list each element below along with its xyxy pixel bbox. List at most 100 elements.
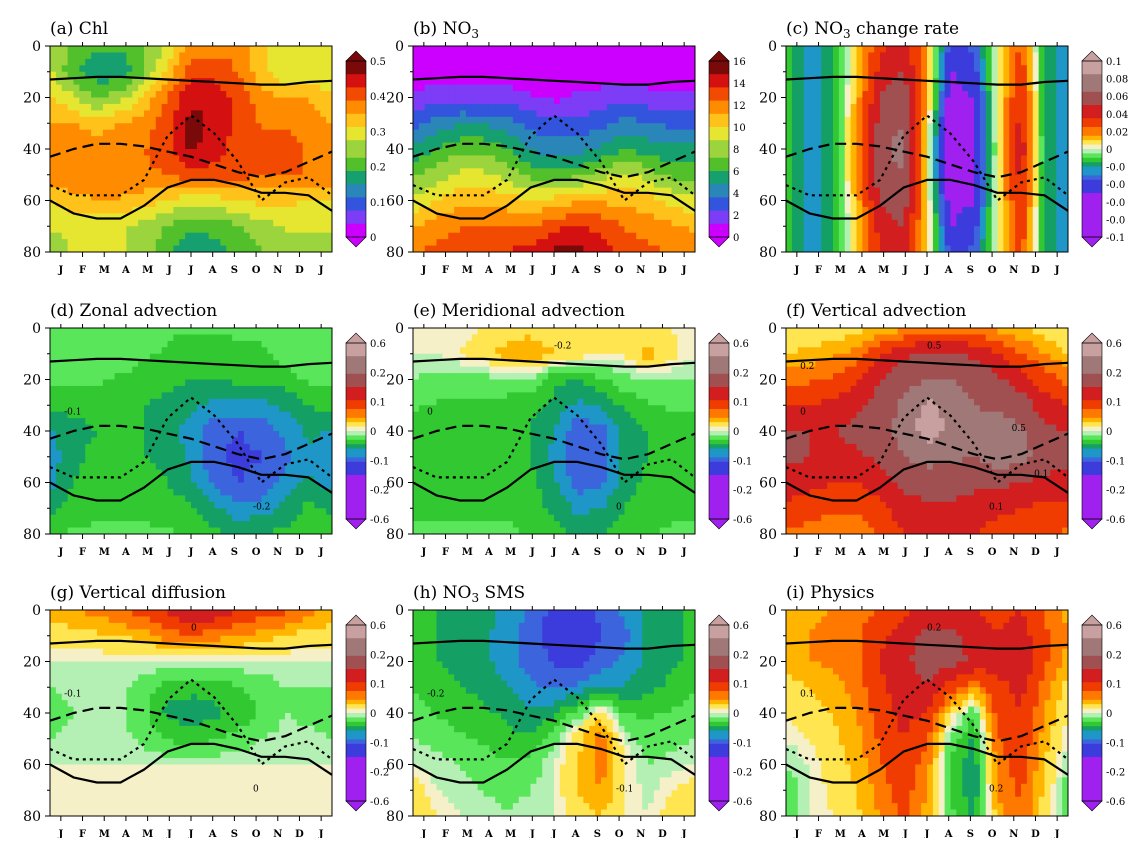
- heatmap-cell: [862, 149, 868, 156]
- heatmap-cell: [203, 85, 209, 92]
- heatmap-cell: [62, 328, 68, 335]
- heatmap-cell: [654, 104, 660, 111]
- heatmap-cell: [1009, 52, 1015, 59]
- heatmap-cell: [501, 149, 507, 156]
- heatmap-cell: [857, 78, 863, 85]
- heatmap-cell: [215, 213, 221, 220]
- x-tick-label: D: [658, 265, 667, 276]
- heatmap-cell: [839, 91, 845, 98]
- heatmap-cell: [279, 207, 285, 214]
- heatmap-cell: [909, 98, 915, 105]
- heatmap-cell: [1021, 98, 1027, 105]
- heatmap-cell: [56, 194, 62, 201]
- heatmap-cell: [998, 155, 1004, 162]
- heatmap-cell: [244, 123, 250, 130]
- heatmap-cell: [226, 85, 232, 92]
- colorbar-tick-label: 0: [733, 233, 739, 244]
- heatmap-cell: [827, 201, 833, 208]
- heatmap-cell: [454, 46, 460, 53]
- heatmap-cell: [150, 46, 156, 53]
- heatmap-cell: [892, 46, 898, 53]
- heatmap-cell: [291, 239, 297, 246]
- heatmap-cell: [419, 91, 425, 98]
- heatmap-cell: [980, 162, 986, 169]
- heatmap-cell: [103, 220, 109, 227]
- heatmap-cell: [115, 220, 121, 227]
- heatmap-cell: [648, 110, 654, 117]
- heatmap-cell: [542, 226, 548, 233]
- heatmap-cell: [851, 175, 857, 182]
- heatmap-cell: [91, 110, 97, 117]
- heatmap-cell: [810, 65, 816, 72]
- heatmap-cell: [150, 220, 156, 227]
- heatmap-cell: [630, 136, 636, 143]
- heatmap-cell: [536, 194, 542, 201]
- heatmap-cell: [672, 104, 678, 111]
- heatmap-cell: [939, 181, 945, 188]
- heatmap-cell: [792, 233, 798, 240]
- heatmap-cell: [197, 194, 203, 201]
- heatmap-cell: [909, 175, 915, 182]
- heatmap-cell: [91, 201, 97, 208]
- heatmap-cell: [226, 155, 232, 162]
- heatmap-cell: [1045, 110, 1051, 117]
- heatmap-cell: [1009, 194, 1015, 201]
- heatmap-cell: [886, 91, 892, 98]
- heatmap-cell: [226, 175, 232, 182]
- heatmap-cell: [303, 207, 309, 214]
- heatmap-cell: [121, 130, 127, 137]
- heatmap-cell: [448, 181, 454, 188]
- heatmap-cell: [74, 226, 80, 233]
- heatmap-cell: [798, 65, 804, 72]
- heatmap-cell: [138, 194, 144, 201]
- heatmap-cell: [660, 52, 666, 59]
- heatmap-cell: [892, 168, 898, 175]
- heatmap-cell: [874, 117, 880, 124]
- heatmap-cell: [478, 136, 484, 143]
- heatmap-cell: [273, 52, 279, 59]
- heatmap-cell: [121, 98, 127, 105]
- heatmap-cell: [91, 117, 97, 124]
- heatmap-cell: [162, 162, 168, 169]
- heatmap-cell: [857, 220, 863, 227]
- heatmap-cell: [833, 85, 839, 92]
- heatmap-cell: [542, 201, 548, 208]
- colorbar-segment: [1082, 123, 1102, 128]
- heatmap-cell: [144, 188, 150, 195]
- heatmap-cell: [904, 65, 910, 72]
- heatmap-cell: [519, 65, 525, 72]
- heatmap-cell: [179, 104, 185, 111]
- heatmap-cell: [525, 52, 531, 59]
- heatmap-cell: [466, 175, 472, 182]
- heatmap-cell: [636, 226, 642, 233]
- colorbar-segment: [709, 149, 729, 154]
- heatmap-cell: [798, 239, 804, 246]
- heatmap-cell: [945, 52, 951, 59]
- heatmap-cell: [466, 52, 472, 59]
- heatmap-cell: [542, 194, 548, 201]
- heatmap-cell: [103, 91, 109, 98]
- heatmap-cell: [548, 123, 554, 130]
- heatmap-cell: [827, 130, 833, 137]
- heatmap-cell: [191, 59, 197, 66]
- heatmap-cell: [144, 59, 150, 66]
- heatmap-cell: [1033, 59, 1039, 66]
- heatmap-cell: [56, 104, 62, 111]
- heatmap-cell: [1009, 220, 1015, 227]
- heatmap-cell: [238, 130, 244, 137]
- heatmap-cell: [285, 233, 291, 240]
- colorbar-segment: [1082, 219, 1102, 224]
- heatmap-cell: [162, 226, 168, 233]
- heatmap-cell: [815, 46, 821, 53]
- heatmap-cell: [150, 175, 156, 182]
- heatmap-cell: [138, 123, 144, 130]
- heatmap-cell: [921, 226, 927, 233]
- heatmap-cell: [1021, 162, 1027, 169]
- heatmap-cell: [833, 233, 839, 240]
- heatmap-cell: [578, 59, 584, 66]
- heatmap-cell: [601, 226, 607, 233]
- heatmap-cell: [115, 110, 121, 117]
- y-tick-label: 40: [386, 142, 404, 158]
- heatmap-cell: [786, 98, 792, 105]
- heatmap-cell: [115, 130, 121, 137]
